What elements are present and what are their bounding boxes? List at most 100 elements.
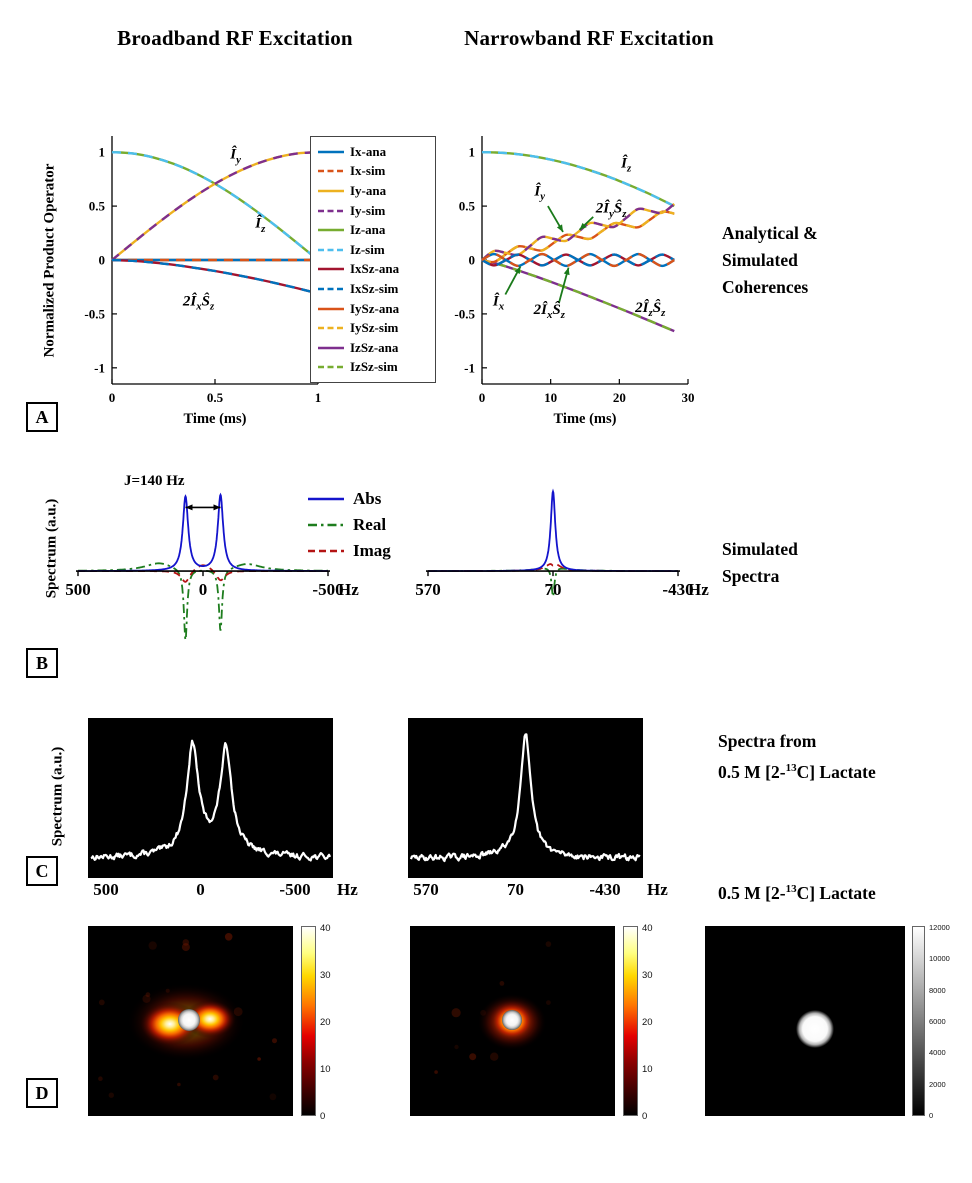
- legend-item-Real: Real: [308, 512, 391, 538]
- image-narrowband-lactate: [410, 926, 615, 1116]
- colorbar-tick-label: 10: [320, 1064, 331, 1075]
- lactate-isotope-superscript-d: 13: [785, 883, 797, 895]
- axis-tick-label: 30: [682, 390, 695, 405]
- lactate-image-0: [88, 926, 293, 1116]
- axis-tick-label: -1: [464, 360, 475, 375]
- series-Iz-sim: [111, 150, 319, 261]
- legend-line-sample: [308, 523, 344, 527]
- noise-speckle: [148, 941, 157, 950]
- axis-tick-label: -430: [589, 880, 621, 899]
- narrowband-lactate-spectrum-svg: [408, 718, 643, 878]
- legend-item-Ix-sim: Ix-sim: [318, 162, 428, 182]
- series-IxSz-sim: [111, 258, 319, 295]
- series-IxSz-ana: [111, 258, 319, 295]
- panel-label-d: D: [26, 1078, 58, 1108]
- axis-tick-label: 0: [469, 253, 476, 268]
- legend-line-sample: [318, 170, 344, 173]
- axis-tick-label: 20: [613, 390, 626, 405]
- legend-item-label: Iy-ana: [350, 182, 387, 198]
- legend-item-label: Ix-ana: [350, 143, 387, 159]
- signal-lobe-right: [184, 1000, 236, 1038]
- legend-item-IzSz-sim: IzSz-sim: [318, 358, 428, 378]
- axis-unit-label: Hz: [647, 880, 668, 899]
- panel-label-b: B: [26, 648, 58, 678]
- plot-narrowband-lactate-spectrum: 570 70 -430 Hz: [408, 718, 668, 906]
- legend-line-sample: [318, 209, 344, 212]
- legend-item-label: IySz-ana: [350, 300, 400, 316]
- axis-tick-label: 0: [109, 390, 116, 405]
- colorbar-tick-label: 2000: [929, 1079, 946, 1089]
- axis-tick-label: -0.5: [454, 306, 475, 321]
- noise-speckle: [272, 1038, 277, 1044]
- spectrum-abs: [428, 488, 678, 572]
- x-axis-label: Time (ms): [554, 411, 617, 427]
- y-axis-label-product-operator: Normalized Product Operator: [41, 163, 58, 358]
- axis-tick-label: 1: [469, 145, 476, 160]
- legend-item-Ix-ana: Ix-ana: [318, 142, 428, 162]
- axis-tick-label: 570: [413, 880, 439, 899]
- plot-narrowband-coherences: -1 -0.5 0 0.5 1 0 10 20 30 Time (ms) Îz Îy 2ÎyŜz Îx 2Î…: [438, 112, 698, 430]
- noise-speckle: [469, 1053, 477, 1061]
- legend-item-Iy-ana: Iy-ana: [318, 181, 428, 201]
- colorbar-tick-label: 30: [642, 970, 653, 981]
- series-Ix-sim: [481, 252, 675, 268]
- axis-tick-label: 0: [99, 253, 106, 268]
- colorbar-tick-label: 20: [642, 1017, 653, 1028]
- row-label-coherences: Analytical & Simulated Coherences: [722, 220, 818, 301]
- axis-tick-label: 70: [545, 580, 562, 599]
- legend-line-sample: [308, 549, 344, 553]
- plot-narrowband-spectrum: 570 70 -430 Hz: [415, 462, 712, 677]
- legend-line-sample: [318, 366, 344, 369]
- legend-item-IySz-sim: IySz-sim: [318, 318, 428, 338]
- series-IySz-sim: [481, 210, 675, 264]
- legend-item-label: IzSz-ana: [350, 339, 399, 355]
- legend-item-label: IySz-sim: [350, 320, 399, 336]
- axis-tick-label: -1: [94, 360, 105, 375]
- colorbar-tick-label: 20: [320, 1017, 331, 1028]
- noise-speckle: [545, 941, 552, 947]
- phantom-ball: [178, 1009, 200, 1031]
- axis-tick-label: -500: [312, 580, 343, 599]
- axis-unit-label: Hz: [337, 880, 358, 899]
- legend-line-sample: [318, 189, 344, 193]
- axis-tick-label: -430: [662, 580, 693, 599]
- colorbar-tick-label: 6000: [929, 1017, 946, 1026]
- legend-item-IzSz-ana: IzSz-ana: [318, 338, 428, 358]
- image-broadband-lactate: [88, 926, 293, 1116]
- legend-item-IxSz-sim: IxSz-sim: [318, 279, 428, 299]
- broadband-lactate-spectrum-svg: [88, 718, 333, 878]
- lactate-label-prefix: 0.5 M [2-: [718, 761, 786, 782]
- axis-tick-label: -500: [279, 880, 311, 899]
- svg-text:Îy: Îy: [533, 182, 545, 202]
- series-IzSz-sim: [481, 258, 675, 333]
- legend-item-label: Ix-sim: [350, 163, 386, 179]
- legend-item-label: Iz-sim: [350, 241, 385, 257]
- series-IzSz-ana: [481, 258, 675, 333]
- axis-tick-label: 10: [544, 390, 557, 405]
- row-label-lactate-line1: Spectra from: [718, 731, 817, 751]
- panel-label-c: C: [26, 856, 58, 886]
- series-Iz-sim: [481, 150, 675, 208]
- axis-tick-label: 0: [199, 580, 208, 599]
- lactate-isotope-superscript: 13: [785, 762, 797, 774]
- noise-speckle: [454, 1044, 459, 1050]
- colorbar-tick-label: 4000: [929, 1048, 946, 1058]
- legend-line-sample: [318, 346, 344, 350]
- svg-text:Îz: Îz: [254, 215, 266, 235]
- legend-line-sample: [318, 150, 344, 154]
- row-label-spectra-line1: Simulated: [722, 539, 798, 559]
- axis-tick-label: 1: [315, 390, 322, 405]
- broadband-coherences-plot-svg: -1 -0.5 0 0.5 1 0 0.5 1 Time (ms) Îy Îz 2ÎxŜz: [84, 136, 322, 427]
- legend-item-IySz-ana: IySz-ana: [318, 299, 428, 319]
- colorbar-tick-label: 30: [320, 970, 331, 981]
- spectrum-imag: [428, 563, 678, 572]
- noise-speckle: [546, 1000, 551, 1005]
- phantom-ball: [796, 1010, 834, 1048]
- legend-item-label: IxSz-sim: [350, 280, 399, 296]
- legend-item-Imag: Imag: [308, 538, 391, 564]
- svg-text:Îz: Îz: [620, 154, 632, 174]
- noise-speckle: [434, 1070, 438, 1074]
- colorbar-tick-label: 0: [320, 1111, 326, 1122]
- legend-line-sample: [318, 268, 344, 271]
